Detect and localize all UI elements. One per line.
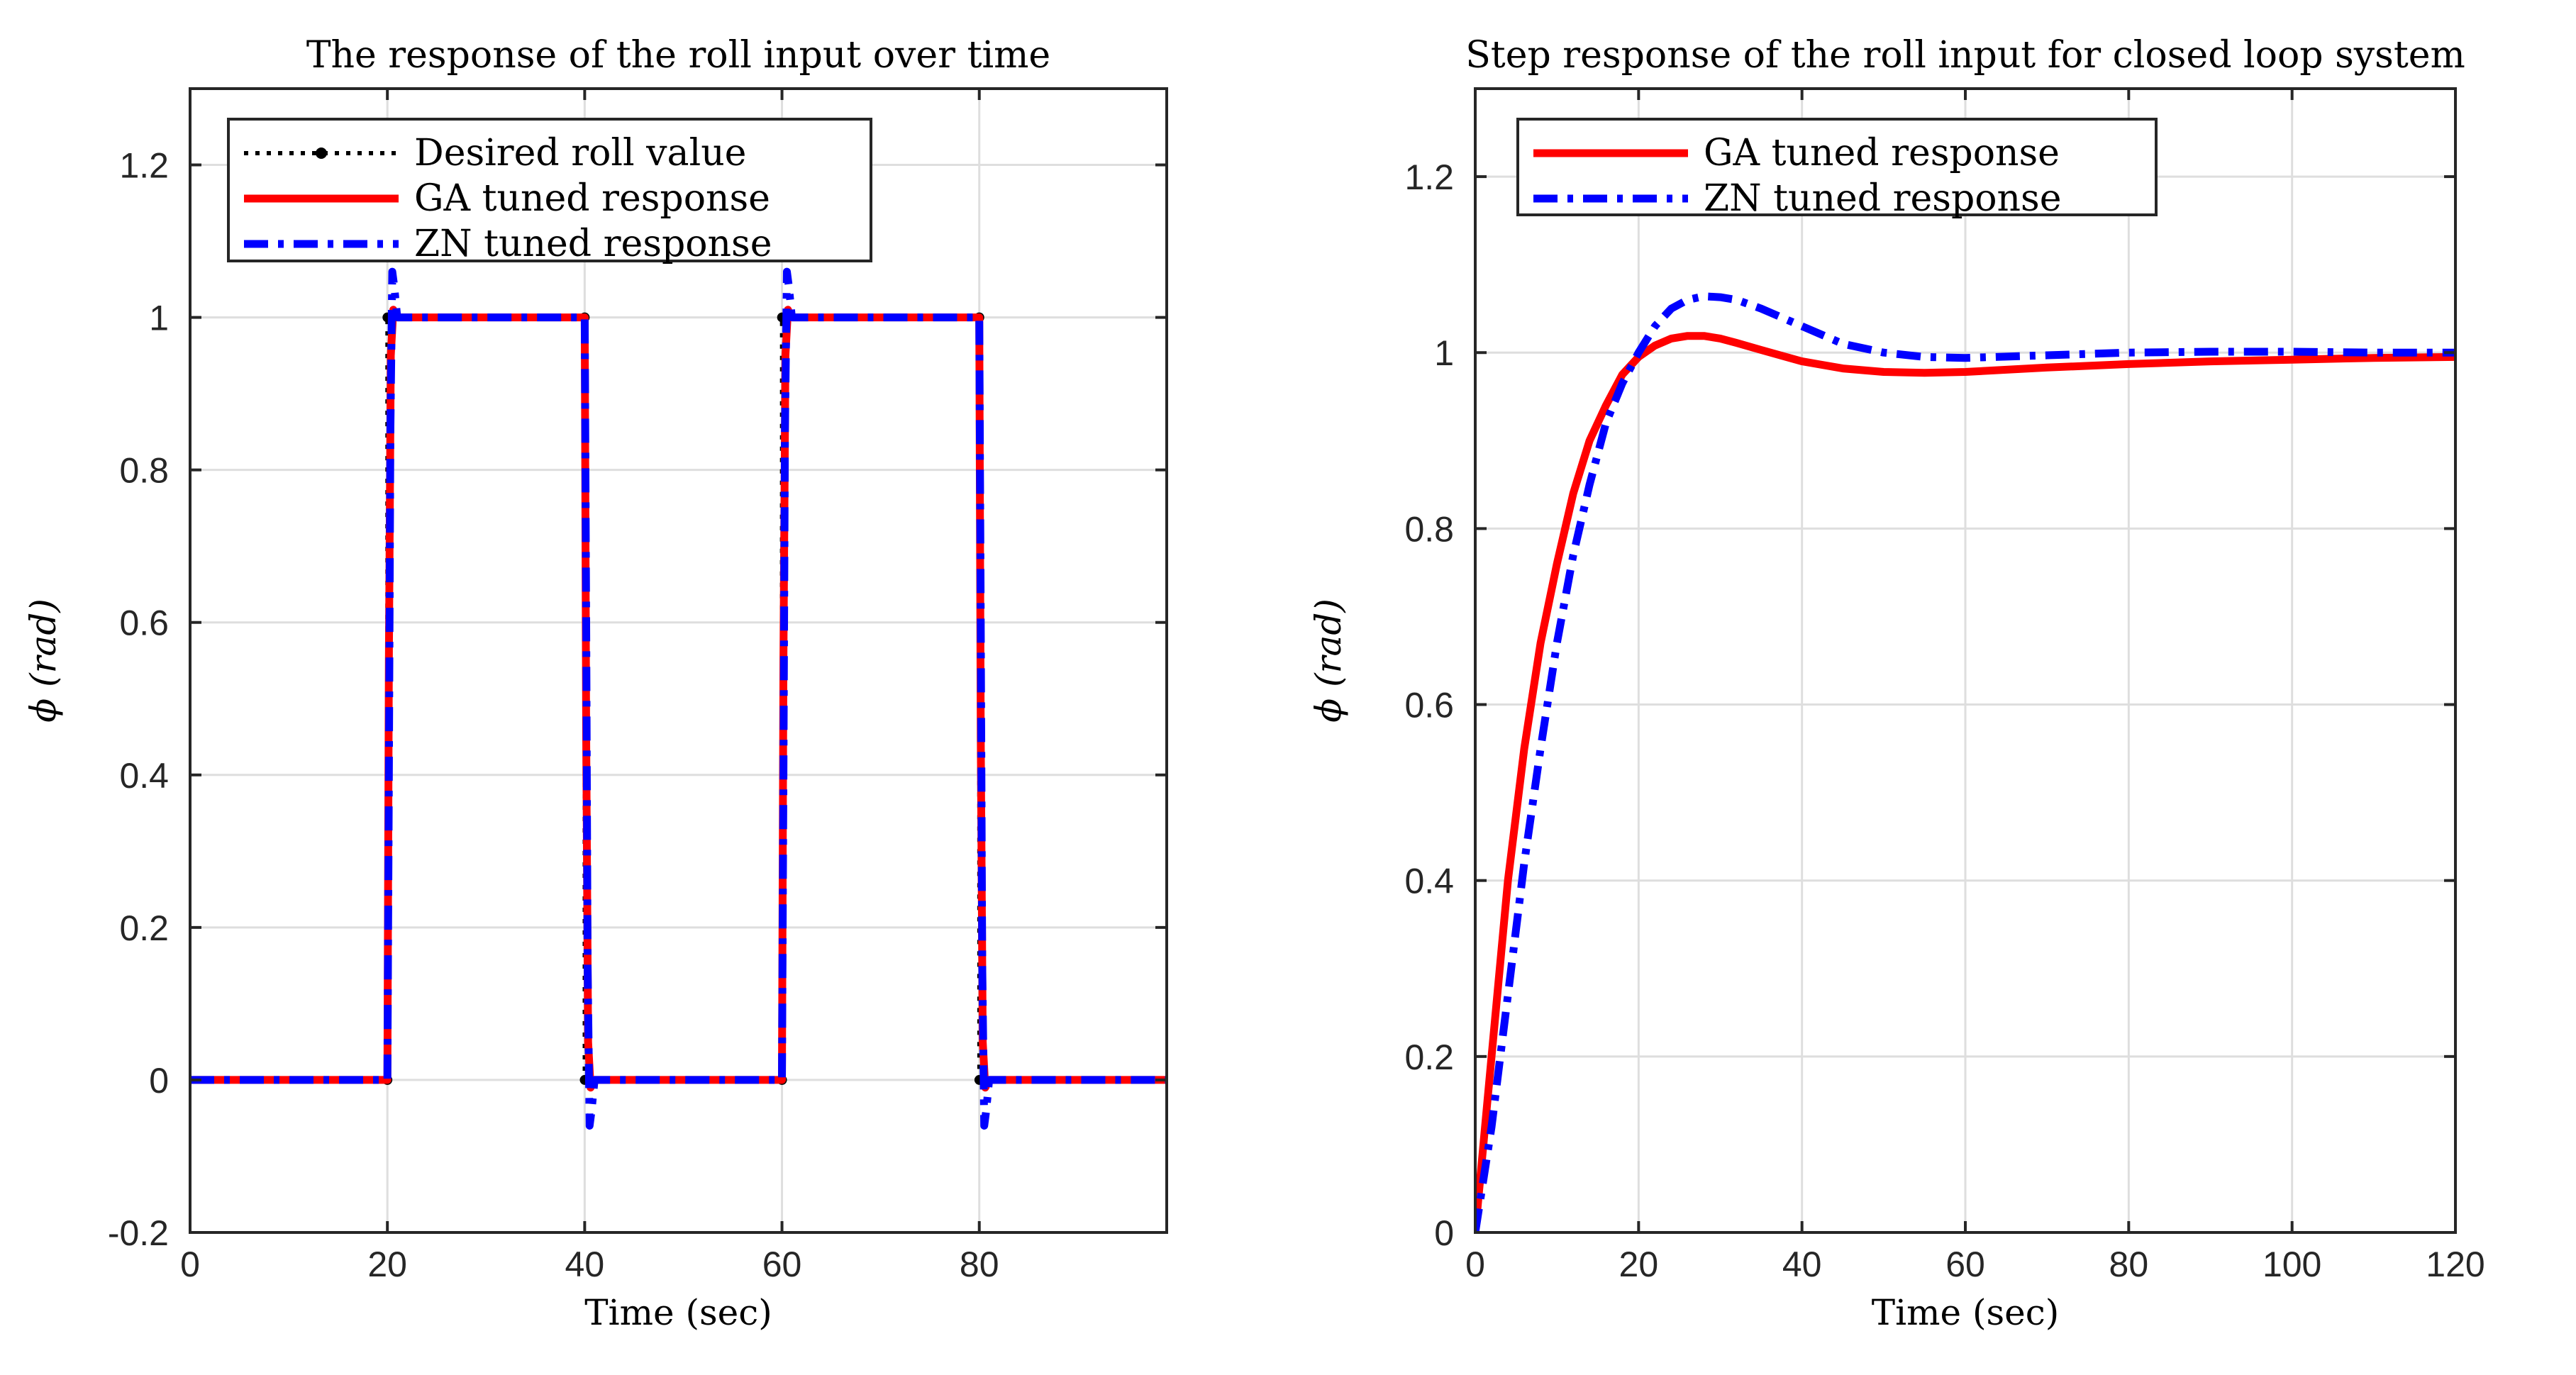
legend-box: [1516, 118, 2158, 216]
x-axis-label: Time (sec): [1872, 1292, 2060, 1333]
chart-step-response-closed-loop: 0 20 40 60 80 100 120 0 0.2 0.4 0.6 0.8 1 1.2 Step res…: [1308, 34, 2485, 1333]
chart-roll-input-over-time: 0 20 40 60 80 -0.2 0 0.2 0.4 0.6 0.8 1 1.2 The respon…: [23, 34, 1168, 1333]
x-tick-label: 100: [2263, 1245, 2321, 1284]
x-tick-label: 80: [960, 1245, 999, 1284]
x-tick-label: 20: [367, 1245, 407, 1284]
x-tick-label: 80: [2109, 1245, 2149, 1284]
y-tick-label: 0.6: [119, 603, 169, 643]
x-tick-label: 40: [1782, 1245, 1822, 1284]
series-line-ga-tuned-response: [1475, 332, 2455, 1232]
legend-label-zn-tuned-response: ZN tuned response: [1704, 177, 2062, 220]
plot-area: [190, 89, 1167, 1232]
legend-label-zn-tuned-response: ZN tuned response: [414, 223, 772, 265]
legend-label-desired-roll-value: Desired roll value: [414, 132, 746, 174]
y-tick-label: 0.4: [1404, 862, 1454, 901]
y-tick-label: 0.6: [1404, 686, 1454, 725]
y-axis-label: ϕ (rad): [1308, 599, 1349, 723]
y-tick-label: 0.4: [119, 756, 169, 796]
x-tick-label: 0: [1465, 1245, 1485, 1284]
series-line-zn-tuned-response: [190, 267, 1167, 1130]
x-axis-label: Time (sec): [584, 1292, 772, 1333]
x-tick-label: 40: [565, 1245, 605, 1284]
legend-label-ga-tuned-response: GA tuned response: [1704, 132, 2060, 174]
y-tick-label: 1: [1434, 333, 1454, 373]
y-tick-label: 1.2: [119, 146, 169, 186]
y-axis-label: ϕ (rad): [23, 599, 64, 723]
legend-label-ga-tuned-response: GA tuned response: [414, 177, 770, 220]
chart-title: The response of the roll input over time: [306, 34, 1050, 77]
x-tick-label: 60: [1945, 1245, 1985, 1284]
x-tick-label: 60: [762, 1245, 802, 1284]
x-tick-label: 20: [1619, 1245, 1659, 1284]
legend-box: [227, 118, 872, 262]
axes-box: [189, 87, 1168, 1234]
legend-marker-desired-roll-value: [316, 147, 327, 159]
series-group: [1475, 292, 2455, 1232]
y-tick-label: 0.2: [119, 908, 169, 948]
y-tick-label: -0.2: [108, 1213, 169, 1253]
y-tick-label: 0.8: [1404, 509, 1454, 549]
chart-title: Step response of the roll input for clos…: [1465, 34, 2465, 77]
x-tick-label: 120: [2426, 1245, 2485, 1284]
y-tick-label: 0: [1434, 1213, 1454, 1253]
y-tick-label: 0.8: [119, 451, 169, 491]
x-tick-label: 0: [180, 1245, 200, 1284]
y-tick-label: 0: [149, 1061, 169, 1101]
y-tick-label: 1: [149, 299, 169, 338]
series-group: [190, 267, 1167, 1130]
y-tick-label: 1.2: [1404, 157, 1454, 197]
series-line-zn-tuned-response: [1475, 292, 2455, 1232]
y-tick-label: 0.2: [1404, 1037, 1454, 1077]
